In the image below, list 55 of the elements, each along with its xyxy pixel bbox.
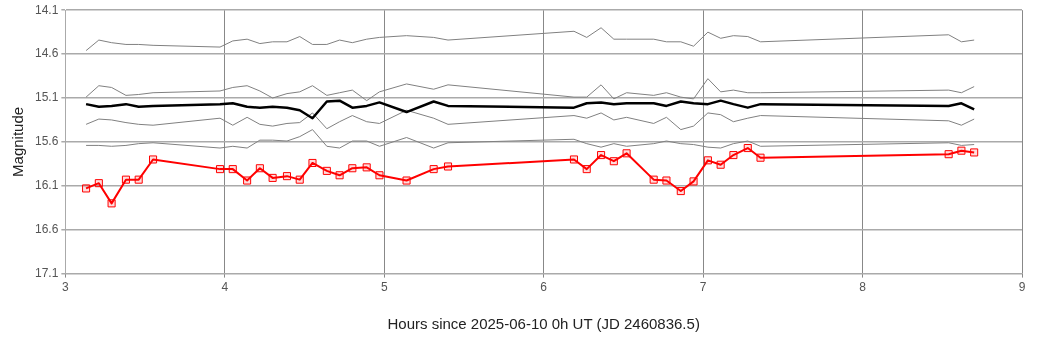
point [662,176,671,185]
point [756,153,765,162]
point [703,156,712,165]
point [597,151,606,160]
point [957,146,966,155]
y-tick-label: 15.6 [35,134,59,149]
point [402,176,411,185]
x-tick-label: 5 [380,280,388,295]
point [582,165,591,174]
x-tick-label: 4 [221,280,229,295]
x-axis-title: Hours since 2025-06-10 0h UT (JD 2460836.5) [387,315,700,333]
x-tick-label: 3 [62,280,70,295]
point [107,199,116,208]
point [94,179,103,188]
point [429,165,438,174]
y-tick-label: 15.1 [35,90,59,105]
x-tick-label: 6 [540,280,548,295]
y-tick-label: 14.6 [35,46,59,61]
point [121,175,130,184]
point [362,163,371,172]
point [689,177,698,186]
point [729,151,738,160]
point [622,149,631,158]
point [322,166,331,175]
x-tick-label: 7 [699,280,707,295]
y-tick-label: 16.1 [35,178,59,193]
point [443,162,453,171]
point [649,175,658,184]
y-axis-title: Magnitude [9,106,27,177]
point [82,184,91,193]
point [255,164,264,173]
point [308,158,317,168]
x-tick-label: 8 [859,280,867,295]
point [228,165,237,174]
point [134,175,143,184]
point [743,144,752,153]
point [375,171,384,180]
y-tick-label: 16.6 [35,222,59,237]
point [348,164,357,173]
point [268,173,277,182]
point [609,157,618,166]
point [970,148,979,157]
point [282,172,292,181]
y-tick-label: 17.1 [35,265,59,280]
point [716,160,725,169]
point [676,187,685,196]
point [569,155,579,164]
point [149,155,158,164]
y-tick-label: 14.1 [35,2,59,17]
x-tick-label: 9 [1018,280,1026,295]
point [295,175,304,184]
point [335,171,344,180]
point [944,150,953,159]
point [215,165,225,174]
point [243,176,252,185]
